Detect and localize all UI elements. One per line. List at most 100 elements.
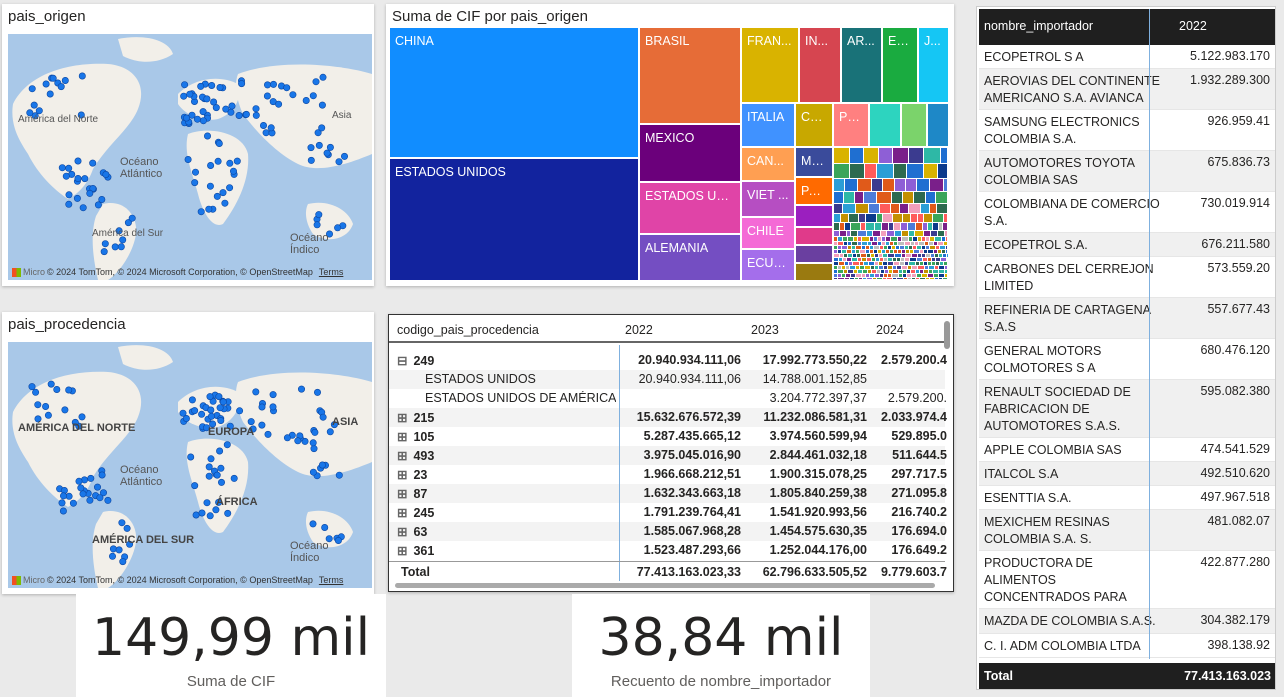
map-canvas[interactable]: América del Norte Océano Atlántico Améri… (8, 34, 372, 280)
treemap-tile[interactable] (911, 277, 916, 279)
treemap-tile[interactable] (883, 214, 893, 222)
treemap-tile[interactable] (855, 277, 859, 279)
treemap-tile[interactable] (874, 253, 878, 257)
map-point[interactable] (188, 396, 196, 404)
map-point[interactable] (197, 82, 205, 90)
treemap-tile[interactable] (873, 236, 877, 241)
treemap-tile[interactable] (934, 236, 941, 241)
map-point[interactable] (212, 104, 220, 112)
treemap-tile[interactable] (855, 191, 864, 203)
expand-icon[interactable]: ⊞ (397, 468, 408, 482)
treemap-tile[interactable] (871, 265, 875, 269)
treemap-tile[interactable] (867, 277, 872, 279)
map-point[interactable] (269, 403, 277, 411)
expand-icon[interactable]: ⊞ (397, 544, 408, 558)
treemap-tile[interactable] (859, 261, 863, 265)
treemap-tile[interactable] (842, 249, 847, 253)
treemap-tile[interactable] (942, 277, 947, 279)
treemap-tile[interactable] (897, 265, 901, 269)
map-point[interactable] (203, 424, 211, 432)
map-point[interactable] (323, 149, 331, 157)
treemap-tile[interactable] (842, 245, 847, 249)
treemap-tile[interactable] (861, 245, 865, 249)
treemap-tile[interactable] (929, 277, 934, 279)
treemap-tile[interactable] (922, 223, 927, 230)
map-point[interactable] (192, 511, 200, 519)
expand-icon[interactable]: ⊞ (397, 411, 408, 425)
map-point[interactable] (212, 506, 220, 514)
treemap-tile[interactable] (879, 265, 884, 269)
treemap-tile[interactable] (869, 249, 873, 253)
treemap-tile[interactable] (867, 257, 871, 261)
treemap-tile[interactable] (851, 249, 855, 253)
treemap-tile[interactable] (926, 253, 930, 257)
map-point[interactable] (191, 407, 199, 415)
table-row[interactable]: AEROVIAS DEL CONTINENTE AMERICANO S.A. A… (979, 69, 1275, 110)
treemap-tile[interactable] (888, 265, 893, 269)
treemap-visual[interactable]: Suma de CIF por pais_origen CHINA ESTADO… (386, 4, 954, 286)
map-point[interactable] (79, 204, 87, 212)
treemap-tile[interactable] (934, 253, 938, 257)
map-point[interactable] (57, 83, 65, 91)
treemap-tile[interactable] (864, 265, 871, 269)
matrix-row[interactable]: ⊞ 493 3.975.045.016,90 2.844.461.032,18 511.… (389, 446, 947, 465)
treemap-tile[interactable] (939, 261, 943, 265)
treemap-tile[interactable] (944, 273, 947, 277)
treemap-tile[interactable]: ESTADOS UN... (640, 183, 740, 233)
treemap-tile[interactable] (866, 230, 872, 236)
map-point[interactable] (86, 496, 94, 504)
treemap-tile[interactable] (834, 241, 837, 245)
treemap-tile[interactable] (920, 203, 929, 213)
treemap-tile[interactable] (915, 269, 919, 273)
treemap-tile[interactable] (843, 203, 855, 213)
map-point[interactable] (53, 385, 61, 393)
matrix-row[interactable]: ⊞ 245 1.791.239.764,41 1.541.920.993,56 216.… (389, 503, 947, 522)
treemap-tile[interactable] (842, 273, 846, 277)
treemap-tile[interactable] (903, 191, 914, 203)
expand-icon[interactable]: ⊞ (397, 506, 408, 520)
map-point[interactable] (42, 402, 50, 410)
treemap-tile[interactable] (914, 241, 918, 245)
treemap-tile[interactable] (877, 164, 894, 178)
treemap-tile[interactable] (924, 249, 928, 253)
map-point[interactable] (61, 76, 69, 84)
treemap-tile[interactable] (939, 269, 945, 273)
treemap-tile[interactable] (923, 230, 930, 236)
map-point[interactable] (34, 401, 42, 409)
map-point[interactable] (228, 102, 236, 110)
treemap-tile[interactable] (922, 273, 928, 277)
treemap-tile[interactable] (922, 257, 928, 261)
treemap-tile[interactable]: ALEMANIA (640, 235, 740, 280)
map-point[interactable] (47, 380, 55, 388)
map-point[interactable] (238, 80, 246, 88)
treemap-tile[interactable] (834, 223, 840, 230)
table-row[interactable]: REFINERIA DE CARTAGENA S.A.S 557.677.43 (979, 298, 1275, 339)
treemap-tile[interactable] (924, 214, 933, 222)
treemap-tile[interactable] (881, 269, 885, 273)
table-row[interactable]: ECOPETROL S.A. 676.211.580 (979, 233, 1275, 257)
treemap-tile[interactable] (907, 277, 911, 279)
treemap-tile[interactable] (840, 230, 846, 236)
map-point[interactable] (87, 474, 95, 482)
treemap-tile[interactable]: IN... (800, 28, 840, 102)
map-point[interactable] (117, 243, 125, 251)
treemap-tile[interactable] (930, 230, 938, 236)
treemap-tile[interactable] (887, 261, 893, 265)
treemap-tile[interactable] (919, 269, 923, 273)
map-point[interactable] (215, 498, 223, 506)
map-point[interactable] (226, 184, 234, 192)
map-point[interactable] (181, 81, 189, 89)
map-point[interactable] (98, 196, 106, 204)
map-point[interactable] (314, 129, 322, 137)
treemap-tile[interactable] (838, 269, 843, 273)
map-point[interactable] (208, 412, 216, 420)
treemap-tile[interactable] (860, 265, 864, 269)
treemap-tile[interactable] (892, 257, 896, 261)
treemap-tile[interactable]: VIET ... (742, 182, 794, 216)
treemap-tile[interactable] (842, 236, 848, 241)
treemap-tile[interactable] (876, 277, 883, 279)
treemap-tile[interactable] (892, 273, 898, 277)
map-point[interactable] (109, 545, 117, 553)
map-point[interactable] (100, 248, 108, 256)
treemap-tile[interactable] (929, 241, 933, 245)
